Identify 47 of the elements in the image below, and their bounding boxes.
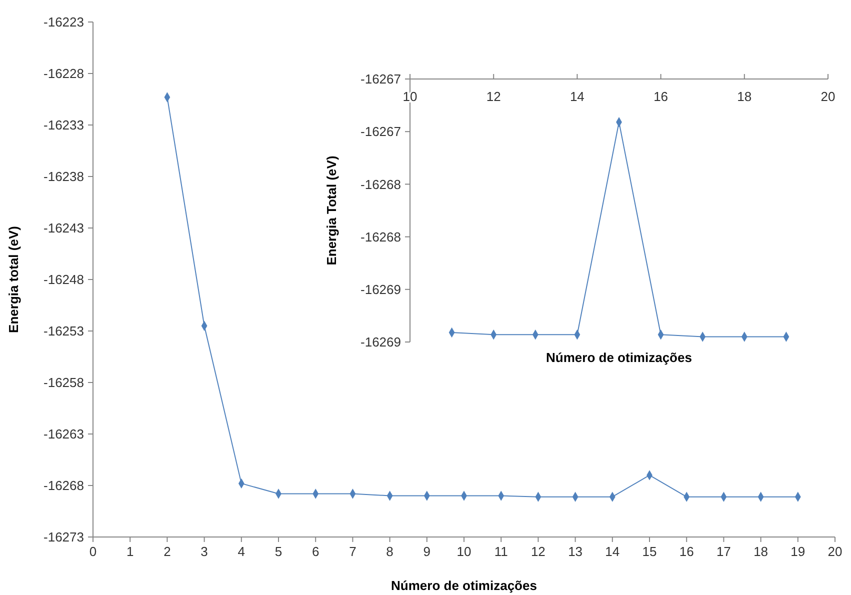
y-tick-label: -16253 — [44, 324, 84, 339]
x-tick-label: 10 — [456, 544, 472, 559]
y-tick-label: -16243 — [44, 220, 84, 236]
x-tick-label: 6 — [312, 544, 320, 559]
y-tick-label: -16248 — [44, 272, 84, 288]
y-tick-label: -16258 — [44, 375, 84, 390]
y-tick-label: -16267 — [360, 72, 401, 87]
x-tick-label: 11 — [494, 544, 508, 559]
x-tick-label: 18 — [754, 544, 768, 559]
y-axis-title: Energia Total (eV) — [324, 156, 339, 266]
y-tick-label: -16238 — [44, 169, 84, 184]
y-axis-title: Energia total (eV) — [6, 226, 21, 333]
x-tick-label: 12 — [486, 89, 501, 104]
x-tick-label: 20 — [820, 89, 836, 104]
x-tick-label: 1 — [126, 544, 134, 559]
x-tick-label: 16 — [654, 89, 668, 104]
x-tick-label: 8 — [386, 544, 394, 559]
x-tick-label: 18 — [737, 89, 752, 104]
x-axis-title: Número de otimizações — [546, 350, 692, 365]
y-tick-label: -16269 — [360, 334, 401, 350]
x-tick-label: 16 — [679, 544, 694, 559]
x-tick-label: 14 — [605, 544, 620, 559]
y-tick-label: -16268 — [360, 229, 401, 244]
y-tick-label: -16263 — [44, 426, 84, 442]
x-tick-label: 0 — [89, 544, 97, 559]
x-axis-title: Número de otimizações — [391, 578, 537, 593]
y-tick-label: -16267 — [360, 124, 401, 140]
y-tick-label: -16273 — [44, 530, 84, 545]
x-tick-label: 15 — [642, 544, 657, 559]
x-tick-label: 20 — [828, 544, 842, 559]
y-tick-label: -16268 — [360, 176, 401, 192]
x-tick-label: 4 — [238, 544, 246, 559]
x-tick-label: 7 — [349, 544, 356, 559]
x-tick-label: 3 — [200, 544, 208, 559]
x-tick-label: 5 — [274, 544, 282, 559]
x-tick-label: 13 — [568, 544, 583, 559]
y-tick-label: -16268 — [44, 478, 84, 494]
x-tick-label: 9 — [423, 544, 431, 559]
x-tick-label: 2 — [164, 544, 171, 559]
y-tick-label: -16233 — [44, 118, 84, 133]
x-tick-label: 12 — [530, 544, 546, 559]
x-tick-label: 17 — [716, 544, 731, 559]
x-tick-label: 14 — [570, 89, 584, 104]
y-tick-label: -16228 — [44, 66, 84, 82]
y-tick-label: -16223 — [44, 14, 84, 30]
y-tick-label: -16269 — [360, 282, 401, 297]
x-tick-label: 19 — [790, 544, 806, 559]
